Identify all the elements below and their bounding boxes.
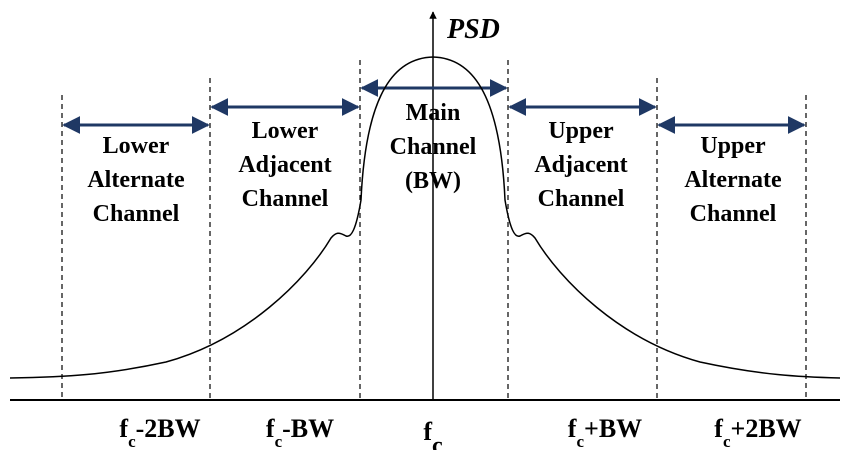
channel-label-line: Lower — [252, 118, 319, 144]
frequency-base: f — [714, 414, 723, 443]
frequency-base: f — [266, 414, 275, 443]
channel-label-line: (BW) — [405, 168, 461, 194]
frequency-label: fc-BW — [266, 414, 334, 450]
channel-label: Lower Alternate Channel — [87, 133, 185, 227]
frequency-base: f — [423, 417, 432, 446]
frequency-base: f — [568, 414, 577, 443]
channel-label: Upper Adjacent Channel — [534, 118, 627, 212]
channel-label-line: Channel — [93, 201, 180, 227]
psd-label: PSD — [446, 14, 500, 45]
channel-label-line: Alternate — [684, 167, 782, 193]
channel-label-line: Adjacent — [534, 152, 627, 178]
channel-label: Lower Adjacent Channel — [238, 118, 331, 212]
frequency-label: fc+2BW — [714, 414, 801, 450]
channel-label-line: Alternate — [87, 167, 185, 193]
frequency-offset: -2BW — [136, 414, 201, 443]
channel-label: Main Channel (BW) — [390, 100, 477, 194]
frequency-subscript: c — [275, 432, 283, 450]
frequency-label: fc+BW — [568, 414, 642, 450]
channel-label-line: Channel — [390, 134, 477, 160]
channel-label-line: Channel — [690, 201, 777, 227]
frequency-subscript: c — [128, 432, 136, 450]
frequency-offset: -BW — [282, 414, 334, 443]
psd-curve — [9, 56, 841, 379]
channel-label-line: Adjacent — [238, 152, 331, 178]
frequency-subscript: c — [723, 432, 731, 450]
channel-label-line: Channel — [538, 186, 625, 212]
channel-boundaries — [61, 60, 807, 400]
channel-label-line: Upper — [700, 133, 766, 159]
frequency-label: fc — [423, 417, 443, 450]
channel-label-line: Channel — [242, 186, 329, 212]
frequency-subscript: c — [432, 433, 443, 450]
frequency-subscript: c — [576, 432, 584, 450]
frequency-offset: +2BW — [731, 414, 802, 443]
channel-label-line: Main — [406, 100, 461, 126]
frequency-offset: +BW — [584, 414, 642, 443]
channel-label-line: Upper — [548, 118, 614, 144]
channel-label: Upper Alternate Channel — [684, 133, 782, 227]
bandwidth-arrows — [62, 79, 806, 134]
channel-label-line: Lower — [103, 133, 170, 159]
frequency-base: f — [119, 414, 128, 443]
frequency-label: fc-2BW — [119, 414, 200, 450]
